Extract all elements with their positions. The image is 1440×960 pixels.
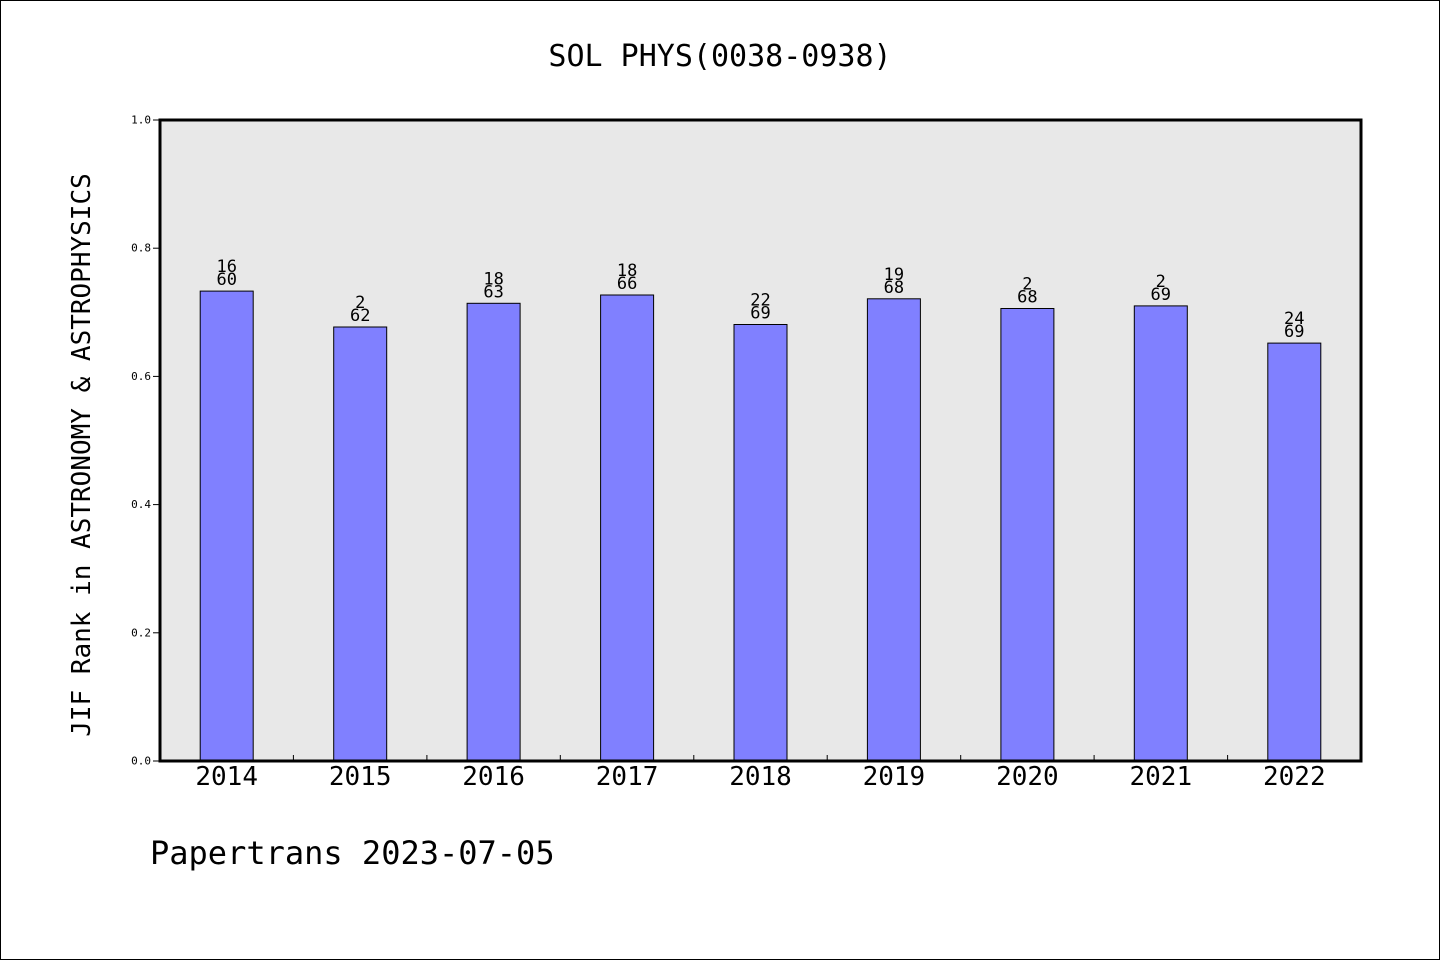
bar-label-total-2020: 68 — [1017, 288, 1037, 308]
bar-2020 — [1000, 308, 1055, 762]
x-ticks-group: 2014 2015 2016 2017 2018 2019 2020 2021 2022 — [195, 755, 1326, 792]
bar-label-total-2016: 63 — [483, 282, 503, 302]
bar-label-rank-2014: 16 — [216, 257, 236, 277]
bar-label-rank-2019: 19 — [884, 265, 904, 285]
x-tick-label-2014: 2014 — [195, 762, 258, 792]
bar-label-total-2015: 62 — [350, 306, 370, 326]
bar-label-total-2017: 66 — [617, 274, 637, 294]
bar-2017 — [600, 294, 655, 762]
y-tick-label-1.0: 1.0 — [131, 114, 151, 127]
x-tick-label-2019: 2019 — [863, 762, 926, 792]
x-tick-label-2020: 2020 — [996, 762, 1059, 792]
bar-label-rank-2021: 2 — [1156, 272, 1166, 292]
bar-label-total-2014: 60 — [216, 270, 236, 290]
x-tick-label-2022: 2022 — [1263, 762, 1326, 792]
x-tick-label-2015: 2015 — [329, 762, 392, 792]
bar-2018 — [733, 324, 788, 762]
chart-title: SOL PHYS(0038-0938) — [548, 39, 891, 74]
bar-label-rank-2022: 24 — [1284, 309, 1304, 329]
x-tick-label-2016: 2016 — [462, 762, 525, 792]
y-tick-label-0.8: 0.8 — [131, 242, 151, 255]
bar-2014 — [199, 290, 254, 762]
x-tick-label-2018: 2018 — [729, 762, 792, 792]
bar-2016 — [466, 302, 521, 762]
bar-label-rank-2018: 22 — [750, 291, 770, 311]
bar-label-total-2021: 69 — [1151, 285, 1171, 305]
bar-2019 — [866, 298, 921, 762]
y-axis-label: JIF Rank in ASTRONOMY & ASTROPHYSICS — [67, 173, 97, 737]
bar-2021 — [1133, 305, 1188, 762]
bar-label-rank-2017: 18 — [617, 261, 637, 281]
y-tick-label-0.6: 0.6 — [131, 370, 151, 383]
bar-2015 — [333, 326, 388, 762]
plot-border — [158, 118, 1363, 763]
y-ticks-group: 0.0 0.2 0.4 0.6 0.8 1.0 — [131, 114, 160, 768]
bar-2022 — [1267, 342, 1322, 762]
x-tick-label-2017: 2017 — [596, 762, 659, 792]
bar-label-total-2018: 69 — [750, 304, 770, 324]
y-tick-label-0.4: 0.4 — [131, 498, 151, 511]
bar-label-rank-2015: 2 — [355, 293, 365, 313]
footer-text: Papertrans 2023-07-05 — [150, 834, 555, 872]
bar-label-rank-2020: 2 — [1022, 275, 1032, 295]
y-tick-label-0.2: 0.2 — [131, 626, 151, 639]
bar-label-total-2022: 69 — [1284, 322, 1304, 342]
x-tick-label-2021: 2021 — [1129, 762, 1192, 792]
y-tick-label-0.0: 0.0 — [131, 755, 151, 768]
bar-label-total-2019: 68 — [884, 278, 904, 298]
bar-label-rank-2016: 18 — [483, 269, 503, 289]
